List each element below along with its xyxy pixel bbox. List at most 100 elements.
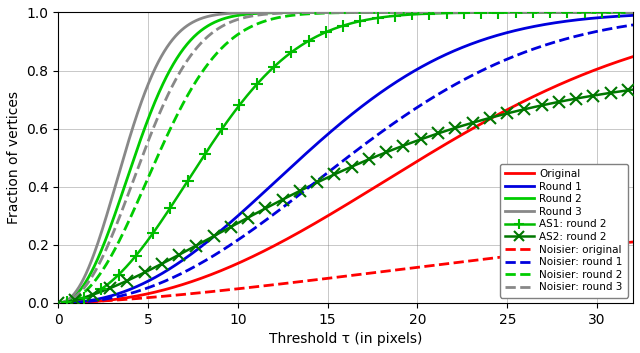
AS1: round 2: (23.5, 0.999): round 2: (23.5, 0.999) bbox=[477, 11, 485, 15]
Line: AS2: round 2: AS2: round 2 bbox=[52, 85, 634, 308]
AS1: round 2: (27.4, 1): round 2: (27.4, 1) bbox=[547, 10, 554, 14]
AS2: round 2: (25, 0.652): round 2: (25, 0.652) bbox=[503, 111, 511, 115]
AS1: round 2: (28.3, 1): round 2: (28.3, 1) bbox=[564, 10, 572, 14]
Round 2 bbox=[54, 301, 62, 305]
AS1: round 2: (2.4, 0.0474): round 2: (2.4, 0.0474) bbox=[97, 287, 105, 291]
AS2: round 2: (26.9, 0.68): round 2: (26.9, 0.68) bbox=[538, 103, 545, 108]
Noisier: original: (25.5, 0.164): original: (25.5, 0.164) bbox=[513, 253, 521, 257]
AS2: round 2: (28.8, 0.703): round 2: (28.8, 0.703) bbox=[572, 96, 580, 101]
Line: Noisier: round 3: Noisier: round 3 bbox=[58, 12, 633, 303]
AS2: round 2: (29.8, 0.714): round 2: (29.8, 0.714) bbox=[589, 94, 597, 98]
Noisier: round 1: (25, 0.838): round 1: (25, 0.838) bbox=[502, 57, 510, 61]
Round 1 bbox=[308, 146, 316, 151]
Noisier: round 2: (12.9, 0.989): round 2: (12.9, 0.989) bbox=[287, 13, 294, 18]
AS1: round 2: (17.8, 0.981): round 2: (17.8, 0.981) bbox=[374, 16, 381, 20]
Original bbox=[54, 301, 62, 305]
Round 2 bbox=[629, 10, 637, 14]
Round 3 bbox=[456, 10, 463, 14]
AS2: round 2: (13.5, 0.386): round 2: (13.5, 0.386) bbox=[296, 189, 304, 193]
AS2: round 2: (23.1, 0.62): round 2: (23.1, 0.62) bbox=[468, 121, 476, 125]
Round 2 bbox=[449, 10, 457, 14]
Noisier: round 2: (22, 1): round 2: (22, 1) bbox=[449, 10, 457, 14]
AS2: round 2: (11.5, 0.325): round 2: (11.5, 0.325) bbox=[262, 206, 269, 210]
AS1: round 2: (7.21, 0.42): round 2: (7.21, 0.42) bbox=[184, 179, 191, 183]
AS2: round 2: (3.84, 0.0761): round 2: (3.84, 0.0761) bbox=[124, 279, 131, 283]
AS2: round 2: (31.7, 0.732): round 2: (31.7, 0.732) bbox=[624, 88, 632, 92]
Round 1 bbox=[113, 292, 121, 296]
Legend: Original, Round 1, Round 2, Round 3, AS1: round 2, AS2: round 2, Noisier: origin: Original, Round 1, Round 2, Round 3, AS1… bbox=[500, 164, 628, 298]
AS1: round 2: (10.1, 0.681): round 2: (10.1, 0.681) bbox=[236, 103, 243, 107]
AS1: round 2: (4.32, 0.162): round 2: (4.32, 0.162) bbox=[132, 253, 140, 258]
Noisier: round 1: (3.27, 0.0206): round 1: (3.27, 0.0206) bbox=[113, 295, 121, 299]
Noisier: round 2: (0, 0): round 2: (0, 0) bbox=[54, 301, 62, 305]
AS1: round 2: (12, 0.813): round 2: (12, 0.813) bbox=[270, 65, 278, 69]
AS1: round 2: (16.8, 0.97): round 2: (16.8, 0.97) bbox=[356, 19, 364, 23]
Noisier: round 3: (32, 1): round 3: (32, 1) bbox=[629, 10, 637, 14]
AS1: round 2: (0.48, 0.00141): round 2: (0.48, 0.00141) bbox=[63, 300, 70, 305]
AS2: round 2: (20.2, 0.563): round 2: (20.2, 0.563) bbox=[417, 137, 424, 142]
AS1: round 2: (14.9, 0.932): round 2: (14.9, 0.932) bbox=[322, 30, 330, 34]
AS2: round 2: (24, 0.637): round 2: (24, 0.637) bbox=[486, 116, 493, 120]
Noisier: original: (32, 0.21): original: (32, 0.21) bbox=[629, 240, 637, 244]
Round 3 bbox=[113, 178, 121, 183]
Noisier: round 1: (22, 0.748): round 1: (22, 0.748) bbox=[449, 84, 457, 88]
Original bbox=[513, 103, 521, 107]
AS2: round 2: (14.4, 0.414): round 2: (14.4, 0.414) bbox=[314, 180, 321, 185]
AS1: round 2: (1.44, 0.0157): round 2: (1.44, 0.0157) bbox=[80, 296, 88, 300]
Round 2 bbox=[287, 11, 294, 15]
AS2: round 2: (7.69, 0.197): round 2: (7.69, 0.197) bbox=[193, 243, 200, 247]
Round 3 bbox=[449, 10, 457, 14]
AS1: round 2: (31.2, 1): round 2: (31.2, 1) bbox=[616, 10, 623, 14]
AS1: round 2: (13, 0.863): round 2: (13, 0.863) bbox=[287, 50, 295, 54]
Noisier: original: (12.9, 0.0689): original: (12.9, 0.0689) bbox=[287, 281, 294, 285]
AS2: round 2: (21.1, 0.583): round 2: (21.1, 0.583) bbox=[434, 131, 442, 136]
Line: Round 2: Round 2 bbox=[58, 12, 633, 303]
Round 1 bbox=[287, 166, 294, 170]
Round 1 bbox=[513, 28, 521, 32]
AS2: round 2: (30.8, 0.723): round 2: (30.8, 0.723) bbox=[607, 91, 614, 95]
AS2: round 2: (9.61, 0.262): round 2: (9.61, 0.262) bbox=[227, 225, 235, 229]
Line: AS1: round 2: AS1: round 2 bbox=[61, 7, 625, 308]
AS2: round 2: (6.73, 0.165): round 2: (6.73, 0.165) bbox=[175, 253, 183, 257]
Round 2 bbox=[521, 10, 529, 14]
AS2: round 2: (25.9, 0.666): round 2: (25.9, 0.666) bbox=[520, 107, 528, 112]
Noisier: original: (22, 0.137): original: (22, 0.137) bbox=[449, 261, 457, 265]
Noisier: round 2: (25, 1): round 2: (25, 1) bbox=[502, 10, 510, 14]
Noisier: round 1: (0, 0): round 1: (0, 0) bbox=[54, 301, 62, 305]
Noisier: round 2: (3.27, 0.198): round 2: (3.27, 0.198) bbox=[113, 243, 121, 247]
Original bbox=[287, 235, 294, 239]
AS2: round 2: (12.5, 0.356): round 2: (12.5, 0.356) bbox=[279, 197, 287, 202]
AS1: round 2: (9.13, 0.6): round 2: (9.13, 0.6) bbox=[218, 126, 226, 131]
Noisier: round 1: (25.5, 0.853): round 1: (25.5, 0.853) bbox=[513, 53, 521, 57]
Noisier: round 3: (14.1, 1): round 3: (14.1, 1) bbox=[308, 11, 316, 15]
Noisier: round 3: (25.5, 1): round 3: (25.5, 1) bbox=[513, 10, 521, 14]
Round 3 bbox=[54, 301, 62, 305]
AS2: round 2: (10.6, 0.294): round 2: (10.6, 0.294) bbox=[244, 215, 252, 220]
Original bbox=[449, 138, 457, 142]
Line: Round 1: Round 1 bbox=[58, 16, 633, 303]
AS1: round 2: (6.25, 0.328): round 2: (6.25, 0.328) bbox=[166, 205, 174, 210]
Line: Original: Original bbox=[58, 56, 633, 303]
Original bbox=[113, 297, 121, 301]
X-axis label: Threshold τ (in pixels): Threshold τ (in pixels) bbox=[269, 332, 422, 346]
Original bbox=[308, 223, 316, 227]
Round 2 bbox=[513, 10, 521, 14]
AS2: round 2: (4.8, 0.104): round 2: (4.8, 0.104) bbox=[141, 270, 148, 275]
Noisier: round 2: (14.1, 0.996): round 2: (14.1, 0.996) bbox=[308, 12, 316, 16]
AS1: round 2: (22.6, 0.999): round 2: (22.6, 0.999) bbox=[460, 11, 468, 15]
Noisier: original: (25, 0.16): original: (25, 0.16) bbox=[502, 255, 510, 259]
Noisier: round 1: (12.9, 0.349): round 1: (12.9, 0.349) bbox=[287, 199, 294, 203]
AS1: round 2: (20.7, 0.996): round 2: (20.7, 0.996) bbox=[426, 12, 433, 16]
Original bbox=[502, 108, 510, 112]
AS1: round 2: (25.5, 1): round 2: (25.5, 1) bbox=[512, 10, 520, 14]
AS1: round 2: (24.5, 1): round 2: (24.5, 1) bbox=[495, 11, 502, 15]
AS1: round 2: (3.36, 0.0968): round 2: (3.36, 0.0968) bbox=[115, 273, 122, 277]
Round 1 bbox=[629, 13, 637, 18]
AS2: round 2: (5.77, 0.134): round 2: (5.77, 0.134) bbox=[158, 262, 166, 266]
Noisier: round 2: (25.5, 1): round 2: (25.5, 1) bbox=[513, 10, 521, 14]
Round 3 bbox=[503, 10, 511, 14]
AS2: round 2: (22.1, 0.602): round 2: (22.1, 0.602) bbox=[451, 126, 459, 130]
AS2: round 2: (1.92, 0.0278): round 2: (1.92, 0.0278) bbox=[89, 293, 97, 297]
Round 2 bbox=[308, 10, 316, 14]
Noisier: round 3: (3.27, 0.272): round 3: (3.27, 0.272) bbox=[113, 222, 121, 226]
